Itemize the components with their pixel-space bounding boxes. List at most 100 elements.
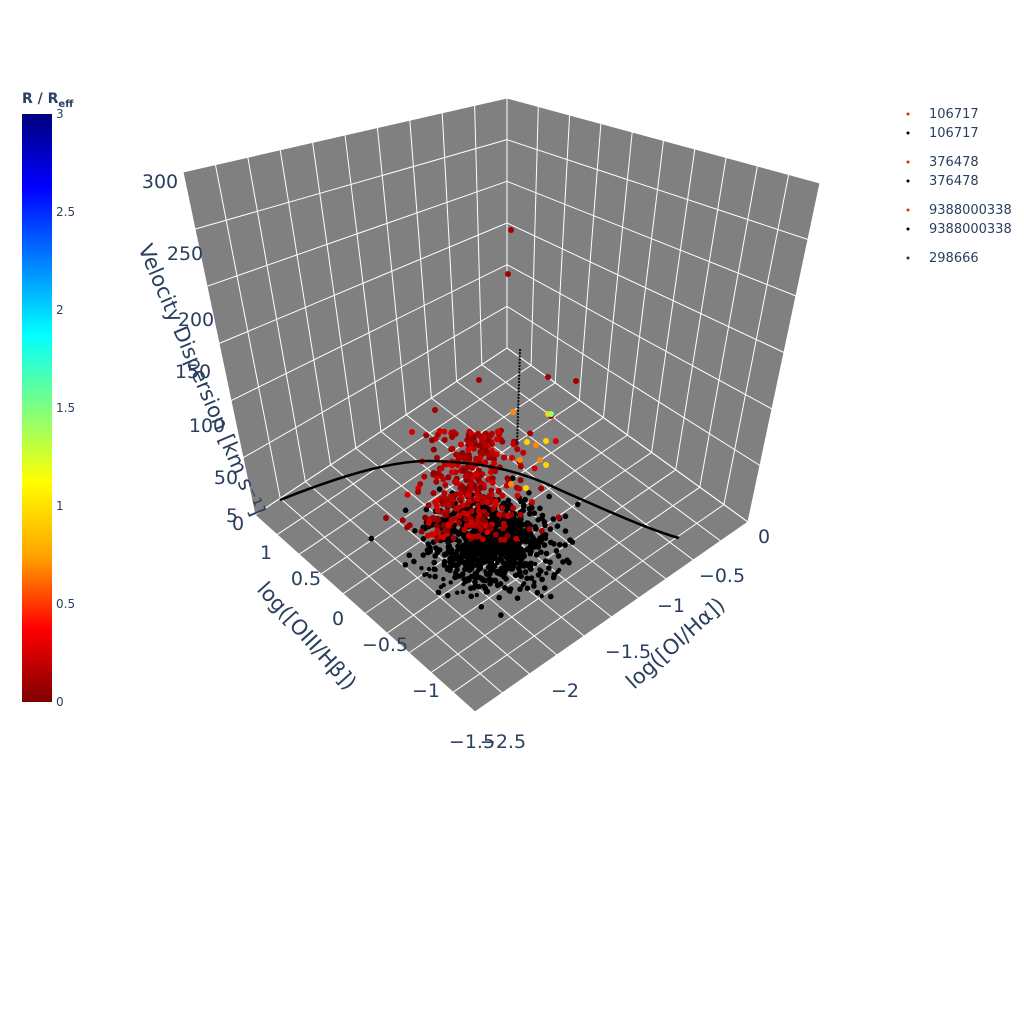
red-point [477, 455, 484, 462]
red-point [468, 508, 475, 515]
black-point [466, 552, 473, 558]
z-tick-label: 150 [175, 361, 211, 383]
black-point [422, 572, 427, 577]
black-point [463, 560, 468, 566]
black-point [445, 547, 452, 554]
red-point [435, 431, 441, 438]
black-point [487, 552, 493, 558]
legend-item[interactable]: 376478 [906, 155, 979, 170]
legend[interactable]: 106717 106717 376478 376478 9388000338 938800… [906, 107, 1012, 266]
red-point [508, 511, 515, 518]
black-point [478, 604, 485, 610]
black-point [441, 551, 448, 558]
red-point [399, 517, 406, 524]
red-point [499, 492, 506, 499]
red-point [435, 517, 442, 524]
legend-item[interactable]: 106717 [906, 126, 979, 141]
legend-item[interactable]: 376478 [906, 174, 979, 189]
black-point [527, 511, 533, 517]
red-point [404, 491, 411, 498]
black-point [533, 526, 539, 532]
legend-item[interactable]: 9388000338 [906, 222, 1012, 237]
red-point [477, 484, 484, 491]
black-point [455, 543, 461, 549]
black-point [517, 560, 523, 566]
dotted-point [518, 352, 522, 355]
red-point [529, 499, 536, 505]
red-point [445, 502, 452, 509]
red-point [429, 437, 435, 444]
black-point [546, 565, 552, 571]
red-point [531, 465, 538, 472]
legend-item[interactable]: 9388000338 [906, 203, 1012, 218]
black-point [441, 558, 448, 565]
red-point [474, 502, 481, 509]
dotted-point [517, 393, 520, 396]
legend-marker [906, 227, 910, 231]
black-point [473, 527, 479, 534]
black-point [531, 510, 538, 516]
yellow-point [517, 457, 523, 463]
red-point [473, 490, 480, 497]
legend-item[interactable]: 298666 [906, 251, 979, 266]
colorbar-tick-label: 0 [56, 695, 64, 709]
black-point [537, 567, 542, 572]
y-tick-label: −0.5 [362, 634, 408, 656]
red-point [450, 535, 457, 541]
legend-item[interactable]: 106717 [906, 107, 979, 122]
black-point [511, 563, 516, 568]
grid-line [506, 222, 785, 353]
z-tick-label: 300 [142, 171, 178, 193]
dotted-point [518, 358, 521, 361]
black-point [434, 550, 441, 556]
red-point [475, 532, 482, 539]
red-point [488, 487, 495, 494]
y-tick-label: −1.5 [449, 731, 495, 753]
red-point [433, 478, 440, 485]
red-point [465, 492, 472, 499]
red-point [470, 434, 477, 441]
z-tick-label: 250 [167, 243, 203, 265]
black-point [427, 544, 433, 551]
black-point [502, 585, 508, 591]
y-tick-label: 0.5 [291, 568, 321, 590]
data-points [368, 227, 581, 618]
dotted-point [517, 400, 520, 403]
colorbar-gradient [22, 114, 52, 702]
black-point [504, 554, 511, 560]
x-tick-label: −0.5 [699, 565, 745, 587]
red-point [430, 446, 437, 453]
z-tick-label: 5 [226, 505, 238, 527]
black-point [526, 564, 531, 569]
red-point [468, 480, 475, 487]
red-point [494, 428, 501, 435]
black-point [483, 569, 488, 574]
grid-line [431, 397, 667, 580]
red-point [409, 429, 415, 435]
back-wall-left [183, 98, 507, 515]
colorbar-tick-label: 2.5 [56, 205, 75, 219]
y-tick-label: 0 [332, 608, 344, 630]
black-point [550, 516, 557, 522]
yellow-point [523, 485, 529, 491]
dotted-point [517, 396, 520, 400]
black-point [501, 574, 507, 579]
colorbar-ticks: 0 0.5 1 1.5 2 2.5 3 [56, 107, 75, 709]
red-point [434, 454, 440, 461]
black-point [562, 528, 569, 534]
black-point [555, 569, 560, 575]
black-point [546, 493, 552, 500]
red-point [526, 526, 533, 532]
black-point [474, 551, 481, 557]
black-point [487, 566, 494, 573]
red-point [510, 441, 517, 448]
red-point [495, 488, 502, 495]
legend-marker [906, 160, 910, 164]
z-tick-label: 0 [232, 513, 244, 535]
black-point [471, 584, 477, 591]
black-point [468, 593, 475, 600]
black-point [524, 520, 531, 526]
black-point [433, 567, 438, 572]
colorbar-title: R / R [22, 91, 59, 107]
